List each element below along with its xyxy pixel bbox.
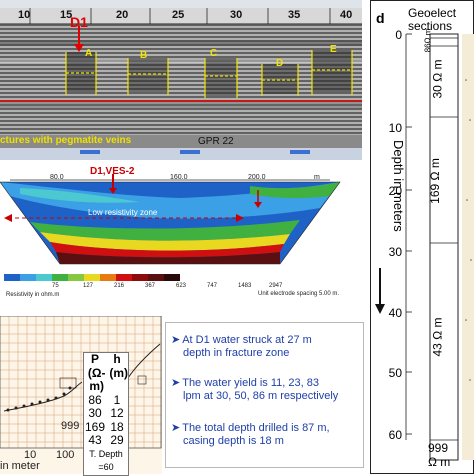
gpr-radargram-panel [0, 0, 362, 160]
ves-x-tick: 100 [56, 449, 75, 461]
legend-value: 623 [176, 283, 187, 289]
legend-swatch [84, 274, 100, 281]
finding-line: lpm at 30, 50, 86 m respectively [183, 389, 339, 402]
legend-value: 367 [145, 283, 156, 289]
gpr-scale-tick: 20 [116, 9, 129, 21]
legend-value: 2947 [269, 283, 283, 289]
resistivity-x-tick: 80.0 [50, 174, 64, 181]
electrode-spacing-note: Unit electrode spacing 5.00 m. [258, 291, 340, 297]
depth-tick: 60 [388, 428, 402, 442]
gpr-anomaly-label: A [85, 48, 93, 59]
gpr-title: GPR 22 [198, 136, 234, 147]
ves-side-value: 999 [61, 420, 80, 432]
resistivity-legend-unit: Resistivity in ohm.m [6, 292, 60, 298]
ves-cell: 1 [113, 392, 121, 407]
depth-tick: 50 [388, 366, 402, 380]
gpr-anomaly-label: C [210, 48, 218, 59]
layer-resistivity-label: 30 Ω m [430, 59, 445, 99]
basement-resistivity-unit: Ω m [428, 455, 451, 469]
ves-cell: 18 [110, 419, 124, 434]
resistivity-x-tick: 160.0 [170, 174, 188, 181]
legend-value: 747 [207, 283, 218, 289]
resistivity-x-tick: 200.0 [248, 174, 266, 181]
resistivity-d1-label: D1,VES-2 [90, 166, 135, 177]
ves-cell: 29 [110, 433, 124, 447]
depth-tick: 40 [388, 306, 402, 320]
legend-swatch [132, 274, 148, 281]
geoelectric-title-line: Geoelect [408, 6, 457, 20]
legend-value: 127 [83, 283, 94, 289]
ves-col-unit: (m) [109, 365, 128, 380]
layer-resistivity-label: 86Ω m [423, 28, 433, 53]
gpr-anomaly-label: E [330, 44, 337, 55]
legend-swatch [100, 274, 116, 281]
depth-tick: 10 [388, 121, 402, 135]
depth-tick: 0 [395, 28, 402, 42]
findings-text-box [165, 322, 364, 468]
legend-swatch [20, 274, 36, 281]
finding-line: casing depth is 18 m [183, 434, 284, 447]
depth-axis-label: Depth in meters [391, 140, 406, 232]
ves-col-header: h [113, 352, 121, 366]
finding-line: depth in fracture zone [183, 346, 290, 359]
finding-line: The water yield is 11, 23, 83 [182, 377, 319, 389]
finding-bullet: ➤ At D1 water struck at 27 m depth in fra… [171, 334, 312, 359]
geoelectric-title-line: sections [408, 19, 453, 33]
ves-cell: 86 [88, 392, 102, 407]
legend-swatch [148, 274, 164, 281]
ves-x-axis-label: in meter [0, 460, 40, 472]
legend-swatch [164, 274, 180, 281]
gpr-scale-tick: 10 [18, 9, 31, 21]
gpr-scale-tick: 30 [230, 9, 243, 21]
ves-col-header: P [90, 352, 99, 366]
gpr-radargram-image [0, 0, 362, 160]
legend-value: 216 [114, 283, 125, 289]
resistivity-section-image [0, 174, 341, 265]
legend-swatch [52, 274, 68, 281]
legend-swatch [116, 274, 132, 281]
gpr-caption: ctures with pegmatite veins [0, 135, 132, 146]
legend-swatch [36, 274, 52, 281]
gpr-scale-tick: 40 [340, 9, 353, 21]
panel-letter: d [376, 10, 385, 26]
basement-resistivity-value: 999 [428, 441, 449, 455]
ves-cell: 30 [88, 406, 102, 420]
gpr-anomaly-label: B [140, 50, 148, 61]
gpr-scale-tick: 35 [288, 9, 301, 21]
finding-bullet: ➤ The total depth drilled is 87 m, casing… [171, 422, 330, 447]
layer-resistivity-label: 43 Ω m [430, 317, 445, 357]
ves-cell: 43 [88, 433, 102, 447]
ves-x-tick: 10 [24, 449, 37, 461]
depth-tick: 30 [388, 245, 402, 259]
legend-value: 1483 [238, 283, 252, 289]
depth-tick: 20 [388, 184, 402, 198]
legend-swatch [68, 274, 84, 281]
gpr-scale-tick: 25 [172, 9, 185, 21]
geoelectric-column [375, 33, 474, 461]
low-resistivity-zone-label: Low resistivity zone [88, 208, 158, 217]
arrow-bullet-icon: ➤ [171, 334, 181, 346]
layer-resistivity-label: 169 Ω m [427, 158, 442, 204]
arrow-bullet-icon: ➤ [171, 422, 181, 434]
ves-col-unit: (Ω-m) [87, 365, 106, 393]
legend-value: 75 [52, 283, 59, 289]
legend-swatch [4, 274, 20, 281]
gpr-scale-tick: 15 [60, 9, 73, 21]
finding-line: At D1 water struck at 27 m [182, 334, 312, 346]
ves-cell: 12 [110, 406, 124, 420]
ves-cell: 169 [84, 419, 106, 434]
resistivity-x-tick: m [314, 174, 320, 181]
finding-bullet: ➤ The water yield is 11, 23, 83 lpm at 30… [171, 377, 338, 402]
finding-line: The total depth drilled is 87 m, [182, 422, 330, 434]
arrow-bullet-icon: ➤ [171, 377, 181, 389]
gpr-anomaly-label: D [276, 58, 284, 69]
ves-total-depth: T. Depth =60 [89, 448, 123, 473]
gpr-d1-marker-label: D1 [70, 14, 88, 30]
